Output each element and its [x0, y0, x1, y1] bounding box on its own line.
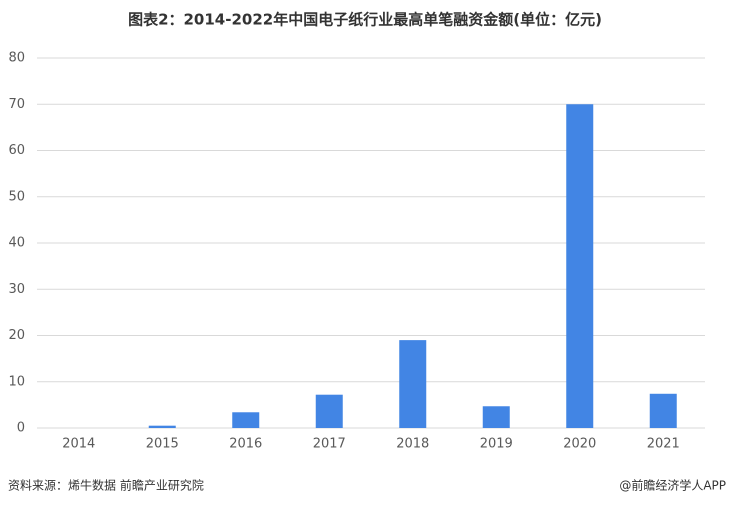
bar: [482, 406, 510, 428]
credit-note: @前瞻经济学人APP: [619, 478, 726, 493]
bar: [566, 104, 594, 428]
y-tick-label: 30: [8, 282, 25, 297]
x-tick-label: 2021: [647, 437, 680, 452]
bar: [232, 412, 260, 428]
y-tick-label: 60: [8, 143, 25, 158]
x-tick-label: 2019: [480, 437, 513, 452]
x-tick-label: 2020: [563, 437, 596, 452]
x-tick-label: 2016: [229, 437, 262, 452]
y-tick-label: 20: [8, 328, 25, 343]
x-tick-label: 2015: [146, 437, 179, 452]
y-tick-label: 40: [8, 236, 25, 251]
bar: [649, 393, 677, 428]
bar: [399, 340, 427, 428]
source-note: 资料来源：烯牛数据 前瞻产业研究院: [8, 478, 204, 493]
y-tick-label: 10: [8, 374, 25, 389]
chart-title: 图表2：2014-2022年中国电子纸行业最高单笔融资金额(单位：亿元): [128, 11, 602, 29]
y-tick-label: 0: [17, 421, 25, 436]
x-tick-label: 2017: [313, 437, 346, 452]
y-tick-label: 50: [8, 189, 25, 204]
bar: [148, 425, 176, 428]
y-tick-label: 70: [8, 97, 25, 112]
x-tick-label: 2018: [396, 437, 429, 452]
bar: [315, 394, 343, 428]
y-tick-label: 80: [8, 51, 25, 66]
x-tick-label: 2014: [62, 437, 95, 452]
